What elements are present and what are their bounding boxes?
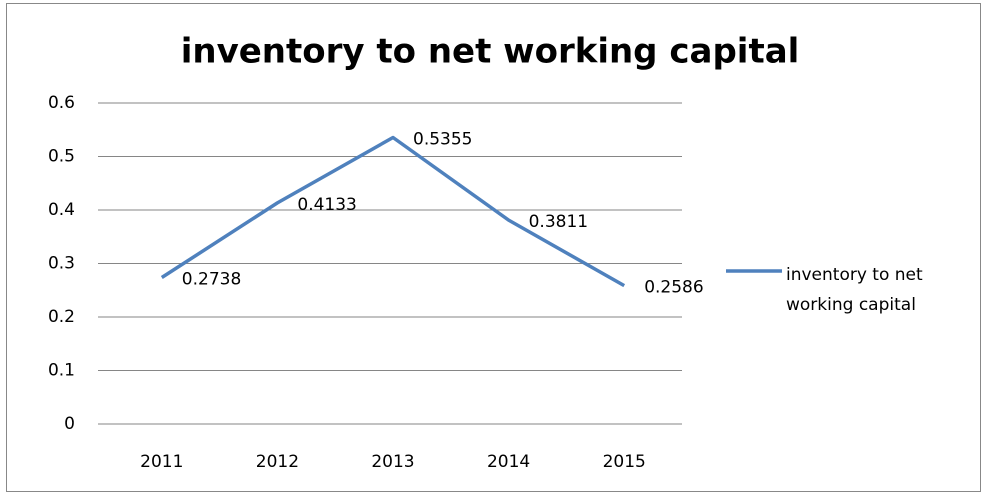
x-tick-label: 2014 [487, 452, 530, 472]
y-tick-label: 0.4 [48, 200, 75, 220]
y-tick-label: 0.5 [48, 147, 75, 167]
legend-label: inventory to net working capital [786, 265, 923, 315]
x-tick-label: 2012 [256, 452, 299, 472]
chart-title: inventory to net working capital [181, 32, 800, 72]
x-tick-label: 2011 [140, 452, 183, 472]
data-label: 0.3811 [529, 212, 588, 232]
y-tick-label: 0 [64, 414, 75, 434]
x-tick-label: 2013 [371, 452, 414, 472]
y-tick-label: 0.6 [48, 93, 75, 113]
y-tick-label: 0.2 [48, 307, 75, 327]
chart-border [6, 3, 981, 492]
data-label: 0.2586 [644, 278, 703, 298]
x-tick-label: 2015 [603, 452, 646, 472]
data-label: 0.4133 [297, 195, 356, 215]
data-label: 0.5355 [413, 130, 472, 150]
series-line [160, 135, 626, 288]
y-tick-label: 0.3 [48, 254, 75, 274]
data-label: 0.2738 [182, 270, 241, 290]
y-tick-label: 0.1 [48, 361, 75, 381]
